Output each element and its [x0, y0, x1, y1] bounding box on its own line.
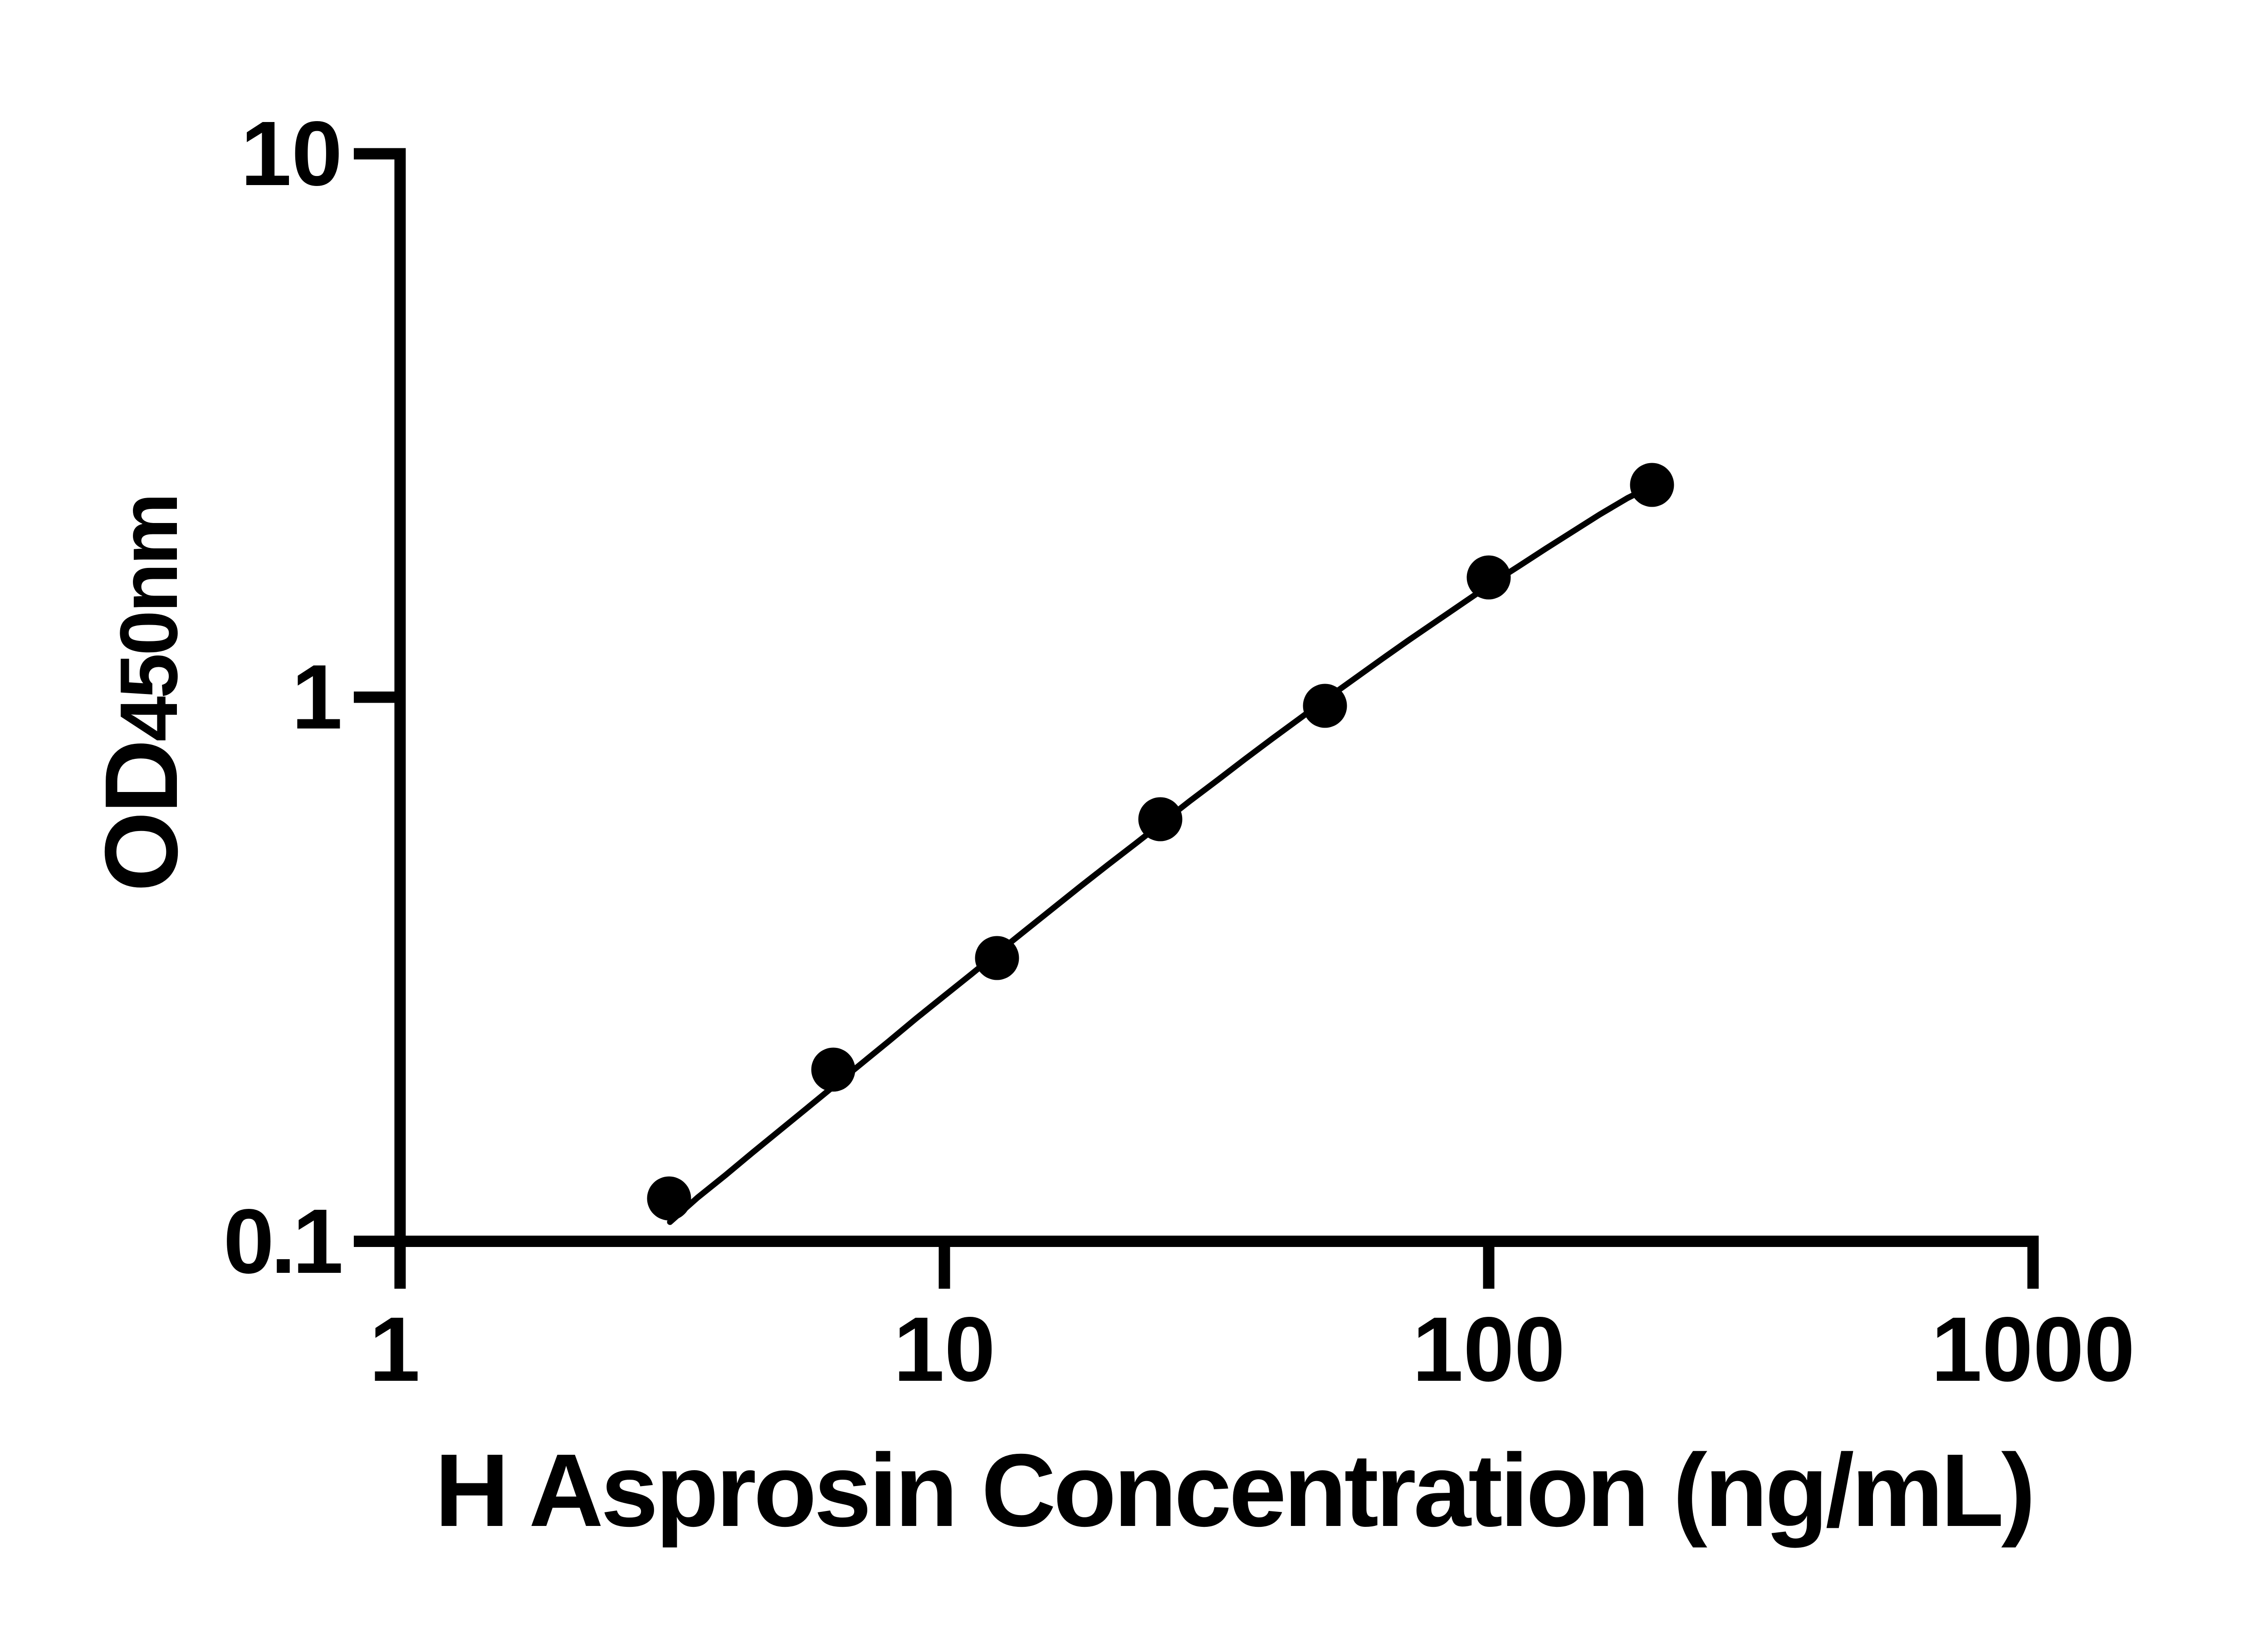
svg-text:1: 1	[369, 1298, 420, 1400]
svg-text:100: 100	[1412, 1298, 1565, 1400]
svg-text:10: 10	[240, 102, 342, 205]
svg-text:H Asprosin Concentration (ng/m: H Asprosin Concentration (ng/mL)	[435, 1433, 2033, 1548]
svg-text:10: 10	[894, 1298, 996, 1400]
svg-text:1000: 1000	[1931, 1298, 2135, 1400]
svg-text:OD450nm: OD450nm	[84, 495, 199, 892]
svg-text:1: 1	[292, 645, 342, 748]
svg-text:0.1: 0.1	[223, 1190, 341, 1292]
